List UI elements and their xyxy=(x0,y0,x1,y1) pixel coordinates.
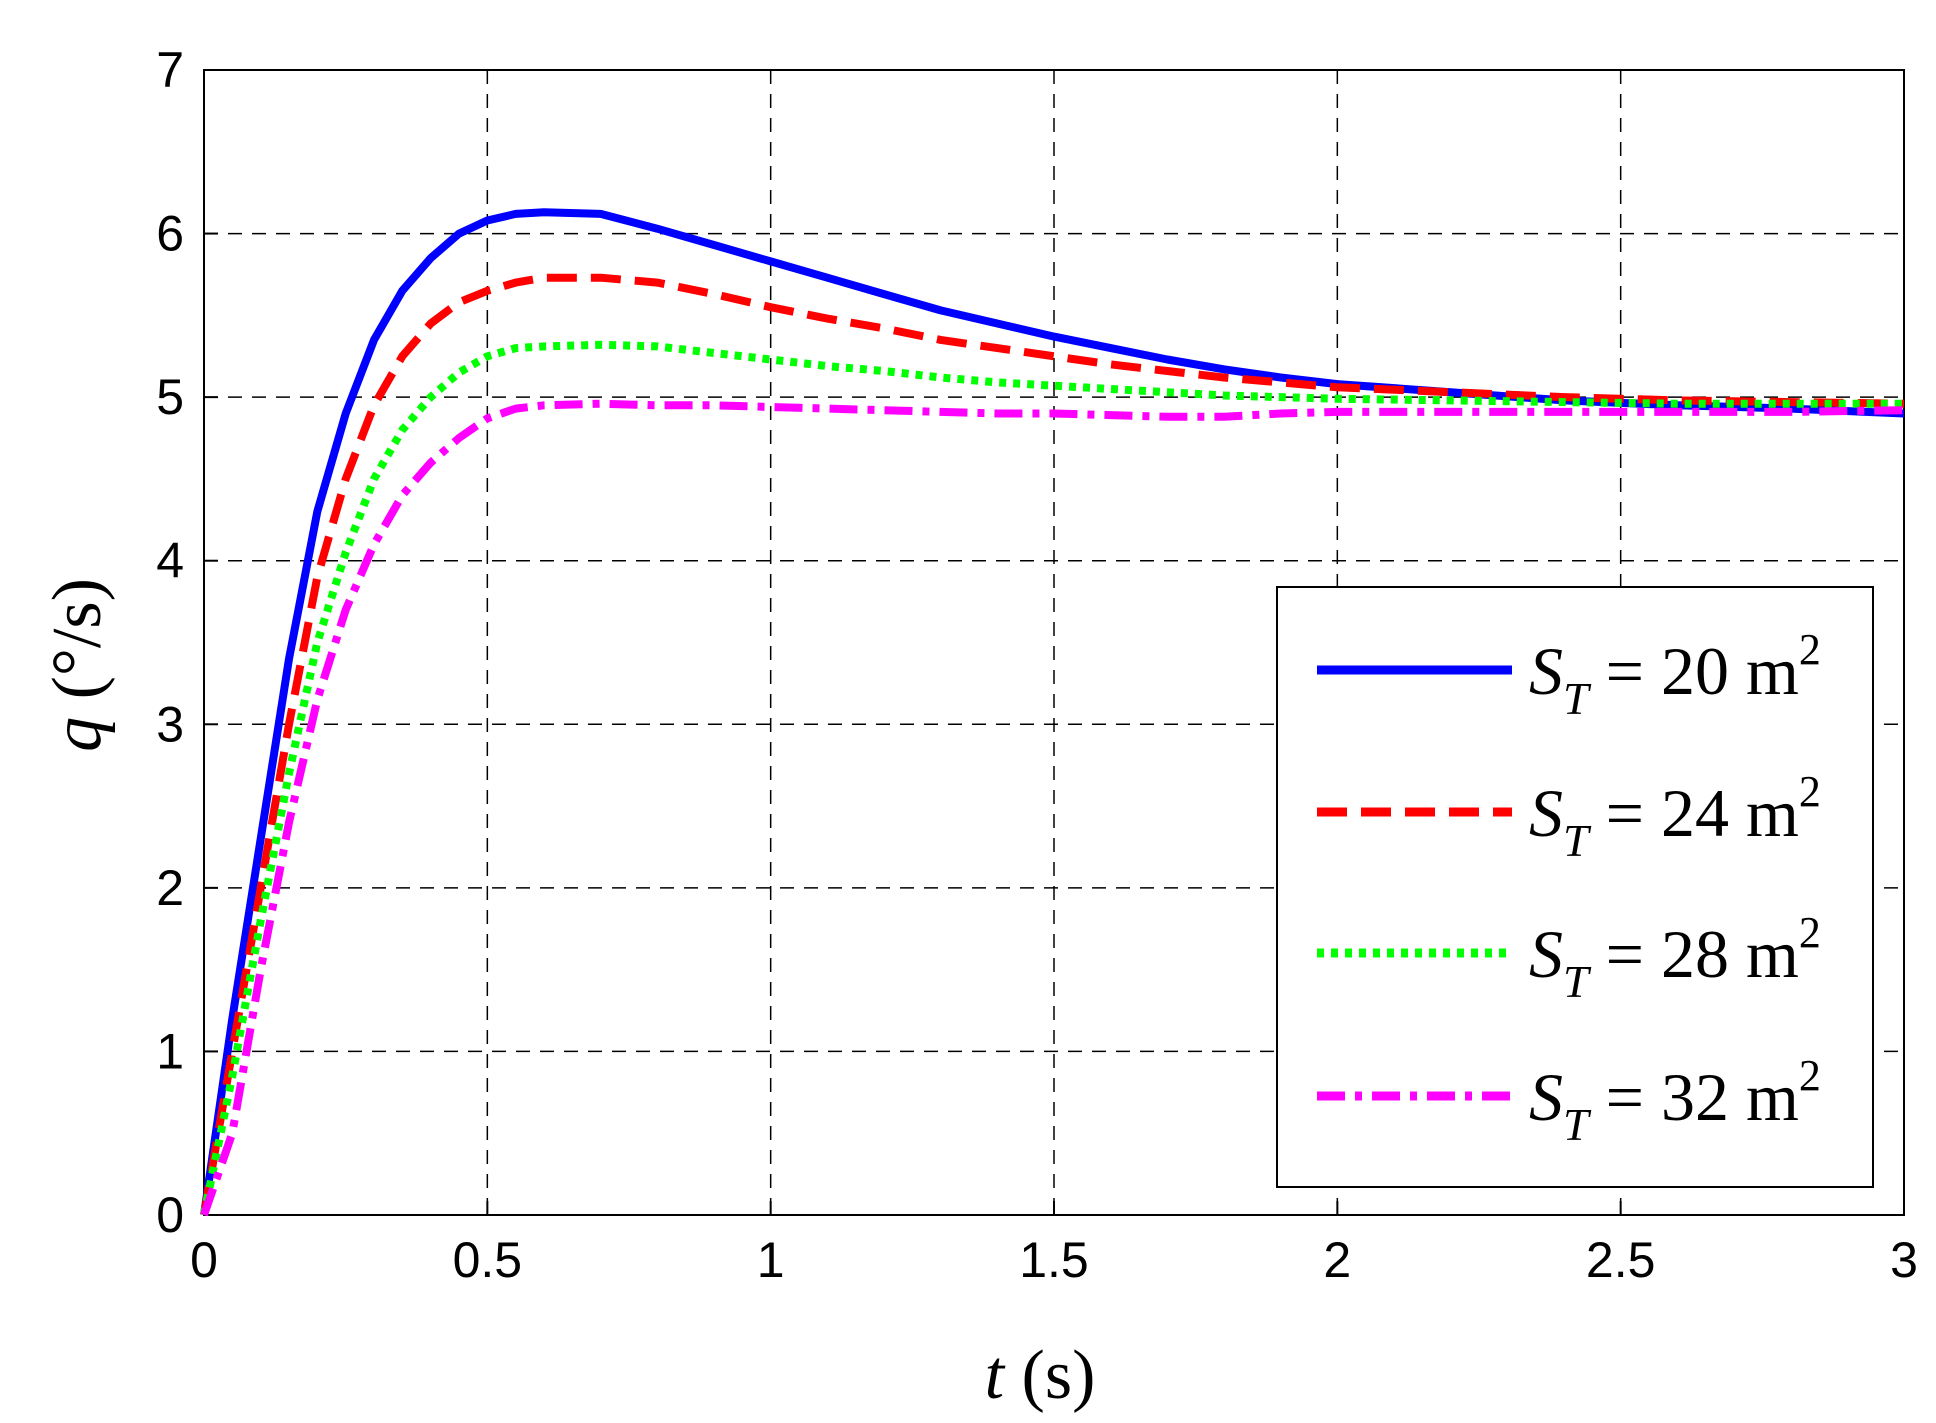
y-axis-unit: (°/s) xyxy=(39,578,116,717)
y-axis-var: q xyxy=(39,717,116,752)
x-axis-unit: (s) xyxy=(1004,1337,1095,1414)
series-line xyxy=(200,340,1904,1216)
y-tick-label: 7 xyxy=(156,42,184,98)
series-layer xyxy=(200,208,1905,1217)
x-axis-var: t xyxy=(985,1337,1006,1414)
series-line xyxy=(200,208,1905,1216)
x-tick-label: 3 xyxy=(1890,1232,1918,1288)
x-tick-label: 2.5 xyxy=(1586,1232,1656,1288)
y-tick-label: 6 xyxy=(156,206,184,262)
legend-label: ST = 20 m2 xyxy=(1529,625,1821,724)
y-tick-label: 2 xyxy=(156,860,184,916)
y-tick-label: 1 xyxy=(156,1023,184,1079)
x-tick-label: 1 xyxy=(757,1232,785,1288)
x-tick-label: 2 xyxy=(1323,1232,1351,1288)
legend-label: ST = 24 m2 xyxy=(1529,767,1821,866)
axis-ticks: 0 0.5 1 1.5 2 2.5 3 0 1 2 3 4 5 6 7 xyxy=(156,42,1918,1288)
x-tick-label: 1.5 xyxy=(1019,1232,1089,1288)
legend: ST = 20 m2 ST = 24 m2 ST = 28 m2 ST = 32 m2 xyxy=(1276,586,1874,1188)
x-tick-label: 0.5 xyxy=(453,1232,523,1288)
legend-label: ST = 28 m2 xyxy=(1529,908,1821,1007)
y-tick-label: 5 xyxy=(156,369,184,425)
legend-label: ST = 32 m2 xyxy=(1529,1051,1821,1150)
x-axis-label: t (s) xyxy=(985,1337,1096,1414)
x-tick-label: 0 xyxy=(190,1232,218,1288)
y-tick-label: 3 xyxy=(156,696,184,752)
legend-box xyxy=(1276,586,1874,1188)
y-tick-label: 0 xyxy=(156,1187,184,1243)
y-axis-label: q (°/s) xyxy=(39,578,116,752)
y-tick-label: 4 xyxy=(156,533,184,589)
series-line xyxy=(200,399,1905,1217)
series-line xyxy=(200,273,1905,1216)
